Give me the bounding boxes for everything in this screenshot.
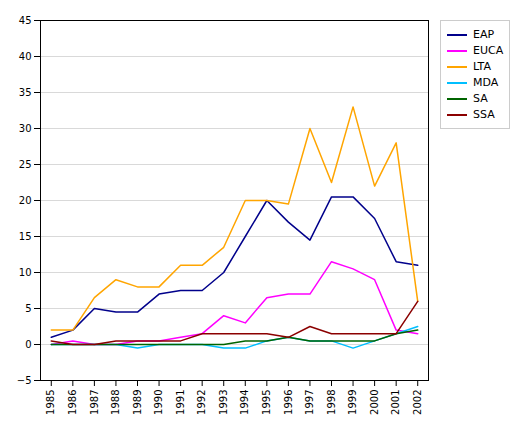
svg-text:2000: 2000	[369, 390, 380, 415]
svg-text:1999: 1999	[347, 390, 358, 415]
html-text:SSA: SSA	[473, 108, 495, 121]
svg-text:1985: 1985	[45, 390, 56, 415]
svg-text:30: 30	[19, 123, 32, 134]
svg-text:1993: 1993	[218, 390, 229, 415]
svg-text:1997: 1997	[304, 390, 315, 415]
svg-text:45: 45	[19, 15, 32, 26]
svg-text:−5: −5	[17, 375, 32, 386]
svg-text:1989: 1989	[132, 390, 143, 415]
svg-text:2001: 2001	[390, 390, 401, 415]
html-text:MDA: MDA	[473, 76, 499, 89]
svg-text:1986: 1986	[67, 390, 78, 415]
svg-text:1988: 1988	[110, 390, 121, 415]
svg-text:1994: 1994	[239, 390, 250, 415]
html-text:LTA: LTA	[473, 60, 491, 73]
svg-text:1987: 1987	[89, 390, 100, 415]
svg-text:2002: 2002	[412, 390, 423, 415]
svg-text:10: 10	[19, 267, 32, 278]
svg-text:5: 5	[25, 303, 31, 314]
html-text:SA: SA	[473, 92, 488, 105]
svg-text:1998: 1998	[326, 390, 337, 415]
html-text:EUCA: EUCA	[473, 44, 504, 57]
svg-text:1992: 1992	[196, 390, 207, 415]
svg-text:35: 35	[19, 87, 32, 98]
svg-text:1990: 1990	[153, 390, 164, 415]
svg-text:40: 40	[19, 51, 32, 62]
svg-text:15: 15	[19, 231, 32, 242]
svg-text:1991: 1991	[175, 390, 186, 415]
svg-text:25: 25	[19, 159, 32, 170]
svg-text:1996: 1996	[283, 390, 294, 415]
svg-text:1995: 1995	[261, 390, 272, 415]
svg-text:0: 0	[25, 339, 31, 350]
svg-text:20: 20	[19, 195, 32, 206]
html-text:EAP: EAP	[473, 28, 495, 41]
